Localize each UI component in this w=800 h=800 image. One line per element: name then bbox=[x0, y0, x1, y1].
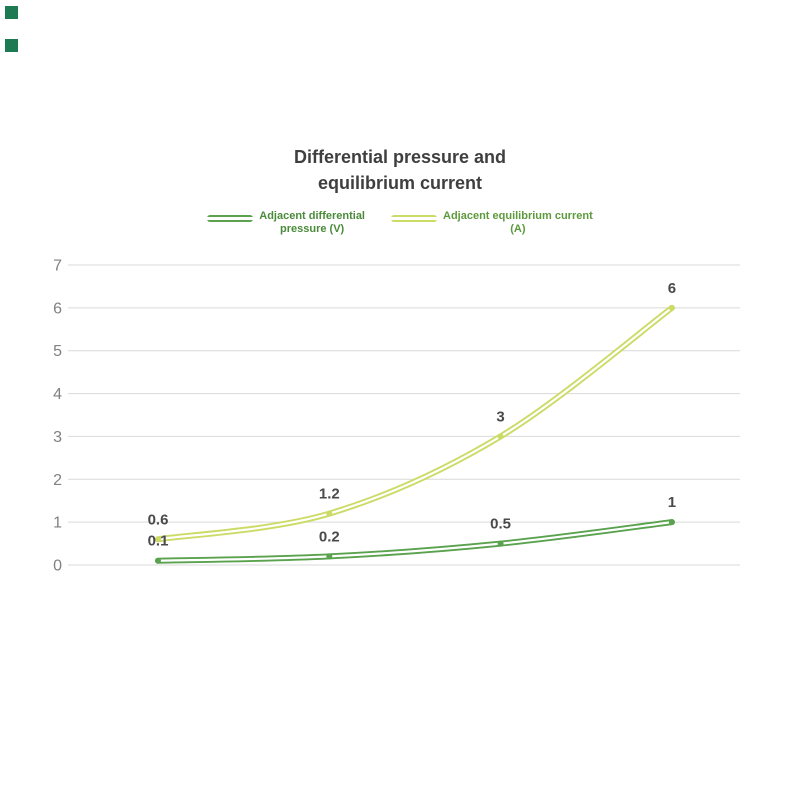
series-line-core-0 bbox=[156, 521, 673, 562]
data-label-series-0-point-3: 1 bbox=[668, 494, 676, 511]
chart-title-line1: Differential pressure and bbox=[293, 147, 507, 167]
legend-item-equilibrium-current: Adjacent equilibrium current (A) bbox=[391, 210, 593, 236]
chart-legend: Adjacent differential pressure (V) Adjac… bbox=[0, 210, 800, 236]
legend-label-equilibrium-current: Adjacent equilibrium current (A) bbox=[443, 210, 593, 236]
series-line-outer-0 bbox=[155, 519, 675, 564]
data-label-series-1-point-1: 1.2 bbox=[319, 486, 340, 503]
data-label-series-1-point-3: 6 bbox=[668, 280, 676, 297]
series-line-outer-1 bbox=[155, 304, 675, 543]
corner-artifact-square-1 bbox=[5, 6, 18, 19]
series-0-marker-1 bbox=[326, 553, 333, 560]
corner-artifact-square-2 bbox=[5, 39, 18, 52]
y-axis-tick-label-4: 4 bbox=[53, 386, 62, 403]
y-axis-tick-label-1: 1 bbox=[53, 515, 62, 532]
series-1-marker-0 bbox=[155, 536, 161, 543]
legend-label-line2: (A) bbox=[510, 223, 526, 235]
chart-title: Differential pressure and equilibrium cu… bbox=[0, 144, 800, 196]
series-1-marker-2 bbox=[497, 433, 504, 440]
series-0-marker-2 bbox=[497, 540, 504, 547]
data-label-series-1-point-2: 3 bbox=[496, 408, 504, 425]
legend-label-line1: Adjacent equilibrium current bbox=[443, 210, 593, 222]
data-label-series-0-point-2: 0.5 bbox=[490, 516, 511, 533]
data-label-series-0-point-0: 0.1 bbox=[148, 533, 169, 550]
legend-label-differential-pressure: Adjacent differential pressure (V) bbox=[259, 210, 365, 236]
y-axis-tick-label-3: 3 bbox=[53, 429, 62, 446]
chart-title-line2: equilibrium current bbox=[317, 173, 483, 193]
legend-label-line1: Adjacent differential bbox=[259, 210, 365, 222]
y-axis-tick-label-7: 7 bbox=[53, 258, 62, 275]
series-1-marker-1 bbox=[326, 510, 333, 517]
series-0-marker-0 bbox=[155, 557, 161, 564]
data-label-series-1-point-0: 0.6 bbox=[148, 511, 169, 528]
series-1-marker-3 bbox=[668, 304, 675, 311]
y-axis-tick-label-2: 2 bbox=[53, 472, 62, 489]
series-line-core-1 bbox=[156, 306, 673, 541]
y-axis-tick-label-0: 0 bbox=[53, 558, 62, 575]
legend-item-differential-pressure: Adjacent differential pressure (V) bbox=[207, 210, 365, 236]
legend-swatch-equilibrium-current-icon bbox=[391, 215, 437, 222]
y-axis-tick-label-6: 6 bbox=[53, 300, 62, 317]
legend-label-line2: pressure (V) bbox=[280, 223, 345, 235]
y-axis-tick-label-5: 5 bbox=[53, 343, 62, 360]
series-0-marker-3 bbox=[668, 519, 675, 526]
legend-swatch-differential-pressure-icon bbox=[207, 215, 254, 222]
data-label-series-0-point-1: 0.2 bbox=[319, 528, 340, 545]
